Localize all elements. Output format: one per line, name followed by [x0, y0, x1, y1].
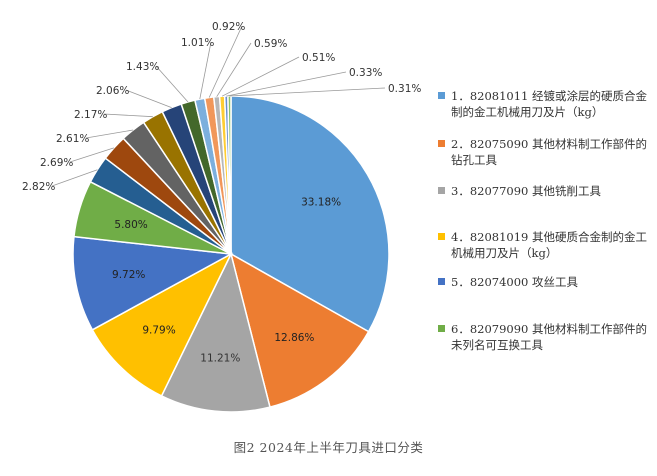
legend-item: 1．82081011 经镀或涂层的硬质合金制的金工机械用刀及片（kg） [438, 88, 653, 120]
slice-label: 9.79% [142, 324, 175, 336]
legend-swatch [438, 325, 445, 332]
slice-label: 11.21% [200, 353, 240, 365]
legend-item: 5．82074000 攻丝工具 [438, 274, 653, 290]
legend-item: 6．82079090 其他材料制工作部件的未列名可互换工具 [438, 321, 653, 353]
legend-item: 2．82075090 其他材料制工作部件的钻孔工具 [438, 136, 653, 168]
legend-text: 3．82077090 其他铣削工具 [451, 184, 602, 198]
leader-line [125, 89, 172, 108]
pie-slice [229, 252, 370, 409]
slice-label: 5.80% [114, 219, 147, 231]
pie-slice [230, 95, 390, 333]
slice-label: 1.43% [126, 61, 159, 73]
leader-line [229, 87, 386, 97]
leader-line [155, 65, 189, 103]
slice-label: 0.31% [388, 83, 421, 95]
pie-slice [91, 252, 233, 397]
legend-text: 2．82075090 其他材料制工作部件的钻孔工具 [451, 137, 648, 167]
leader-lines [51, 25, 386, 187]
leader-line [103, 113, 153, 118]
slice-labels: 33.18% 12.86% 11.21% 9.79% 9.72% 5.80% 2.82% 2.… [22, 21, 421, 365]
legend-swatch [438, 140, 445, 147]
pie-slice [160, 251, 271, 413]
figure-caption: 图2 2024年上半年刀具进口分类 [233, 440, 424, 455]
legend-text: 4．82081019 其他硬质合金制的金工机械用刀及片（kg） [451, 230, 648, 260]
slice-label: 0.92% [212, 21, 245, 33]
leader-line [51, 169, 98, 187]
legend-text: 5．82074000 攻丝工具 [451, 275, 579, 289]
leader-line [221, 56, 300, 97]
slice-label: 33.18% [301, 196, 341, 208]
slice-label: 2.17% [74, 109, 107, 121]
legend-swatch [438, 92, 445, 99]
leader-line [208, 25, 243, 98]
leader-line [69, 147, 115, 163]
legend-swatch [438, 278, 445, 285]
legend-swatch [438, 187, 445, 194]
leader-line [226, 71, 347, 97]
pie-slice [72, 235, 234, 331]
slice-label: 0.59% [254, 38, 287, 50]
slice-label: 12.86% [274, 332, 314, 344]
slice-label: 9.72% [112, 269, 145, 281]
leader-line [216, 42, 252, 97]
legend-item: 3．82077090 其他铣削工具 [438, 183, 653, 199]
slice-label: 2.06% [96, 85, 129, 97]
slice-label: 1.01% [181, 37, 214, 49]
slice-label: 0.51% [302, 52, 335, 64]
legend-swatch [438, 233, 445, 240]
leader-line [199, 41, 212, 100]
slice-label: 2.61% [56, 133, 89, 145]
legend-item: 4．82081019 其他硬质合金制的金工机械用刀及片（kg） [438, 229, 653, 261]
legend-text: 1．82081011 经镀或涂层的硬质合金制的金工机械用刀及片（kg） [451, 89, 648, 119]
leader-line [85, 129, 134, 139]
slice-label: 0.33% [349, 67, 382, 79]
legend-text: 6．82079090 其他材料制工作部件的未列名可互换工具 [451, 322, 648, 352]
slice-label: 2.82% [22, 181, 55, 193]
slice-label: 2.69% [40, 157, 73, 169]
pie-slices [72, 95, 390, 413]
